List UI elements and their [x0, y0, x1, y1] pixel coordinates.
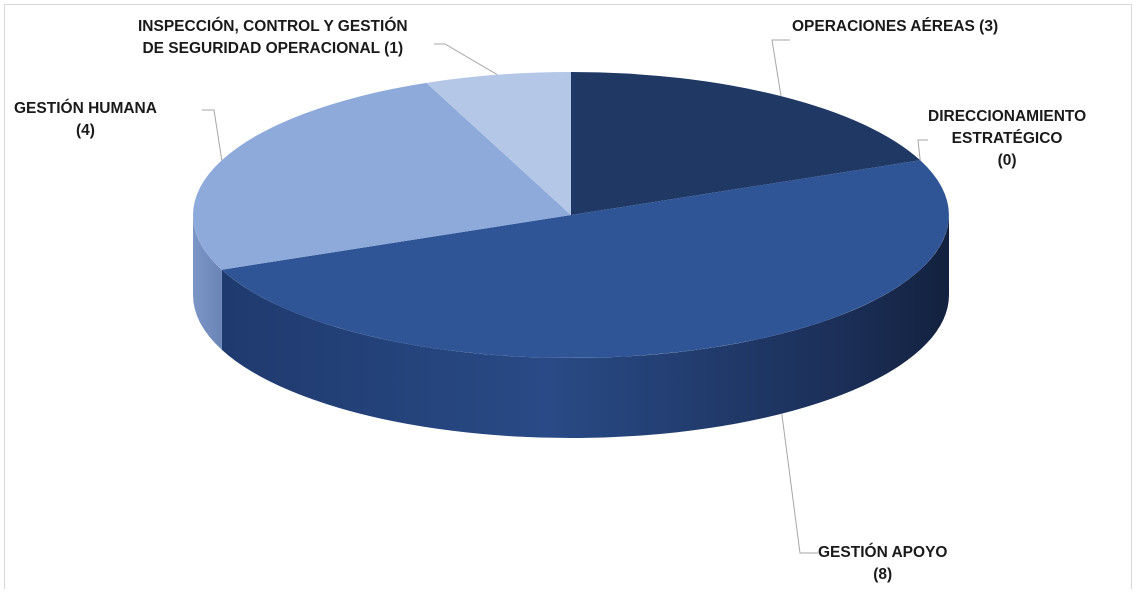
- pie-slice-inspeccion-control-y-gestion-de-seguridad-operacional: [426, 72, 571, 215]
- pie-slice-gestion-apoyo: [221, 160, 949, 358]
- data-label-text: INSPECCIÓN, CONTROL Y GESTIÓN: [138, 18, 408, 35]
- data-label-text: OPERACIONES AÉREAS (3): [792, 18, 999, 35]
- data-label-text: DE SEGURIDAD OPERACIONAL (1): [142, 40, 404, 57]
- data-label-text: GESTIÓN HUMANA: [14, 100, 157, 117]
- leader-line-operaciones-aereas: [771, 39, 790, 97]
- data-label-inspeccion-control: INSPECCIÓN, CONTROL Y GESTIÓN DE SEGURID…: [138, 16, 408, 60]
- data-label-gestion-humana: GESTIÓN HUMANA (4): [14, 98, 157, 142]
- chart-area: [4, 4, 1132, 589]
- data-label-operaciones-aereas: OPERACIONES AÉREAS (3): [792, 16, 998, 38]
- data-label-text: (0): [997, 152, 1017, 169]
- pie-slice-gestion-humana: [192, 82, 571, 270]
- leader-line-gestion-apoyo: [781, 413, 818, 554]
- data-label-text: (4): [76, 122, 95, 139]
- data-label-gestion-apoyo: GESTIÓN APOYO (8): [818, 542, 947, 586]
- data-label-direccionamiento-estrategico: DIRECCIONAMIENTO ESTRATÉGICO (0): [928, 106, 1086, 172]
- pie-side-gestion-humana: [193, 215, 222, 350]
- pie-side-gestion-apoyo: [221, 215, 949, 438]
- data-label-text: ESTRATÉGICO: [951, 130, 1063, 147]
- leader-line-direccionamiento-estrategico: [917, 139, 928, 161]
- data-label-text: (8): [873, 566, 893, 583]
- data-label-text: DIRECCIONAMIENTO: [928, 108, 1087, 125]
- leader-line-gestion-humana: [202, 109, 223, 161]
- data-label-text: GESTIÓN APOYO: [818, 544, 948, 561]
- leader-line-inspeccion-control-y-gestion-de-seguridad-operacional: [434, 43, 498, 76]
- pie-slice-operaciones-aereas: [571, 72, 921, 215]
